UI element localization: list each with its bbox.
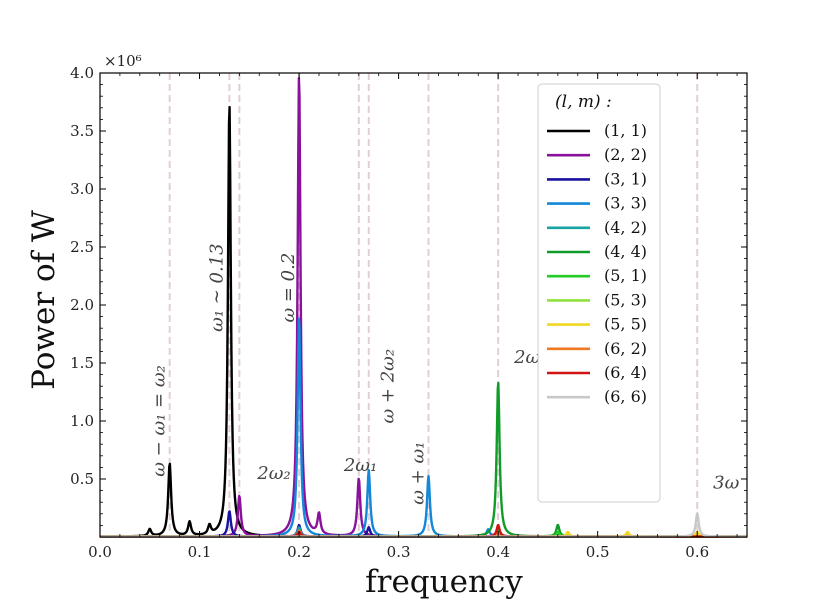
x-tick-label-5: 0.5 <box>586 543 610 561</box>
annotation-8: 3ω <box>713 472 739 493</box>
x-tick-label-4: 0.4 <box>486 543 510 561</box>
x-tick-label-1: 0.1 <box>188 543 212 561</box>
annotations: ω − ω₁ = ω₂ ω₁ ∼ 0.13 2ω₂ ω = 0.2 2ω₁ ω + 2ω₂… <box>149 243 740 504</box>
annotation-6: ω + ω₁ <box>408 442 429 505</box>
x-tick-label-2: 0.2 <box>287 543 311 561</box>
annotation-7: 2ω <box>513 347 540 368</box>
legend-label-7: (5, 3) <box>604 290 647 309</box>
legend-label-8: (5, 5) <box>604 315 647 334</box>
legend-label-1: (2, 2) <box>604 145 647 164</box>
x-tick-label-6: 0.6 <box>685 543 709 561</box>
legend-title: (l, m) : <box>555 92 612 112</box>
x-axis-label: frequency <box>365 564 523 600</box>
axis-ticks: 0.0 0.1 0.2 0.3 0.4 0.5 0.6 0.5 1.0 1.5 2.0 2.5 3.0 3… <box>70 64 747 561</box>
y-axis-label: Power of W <box>26 210 62 390</box>
y-tick-label-5: 3.0 <box>70 180 94 198</box>
series-line-2 <box>99 510 748 538</box>
legend: (l, m) : (1, 1)(2, 2)(3, 1)(3, 3)(4, 2)(… <box>537 83 661 503</box>
legend-label-4: (4, 2) <box>604 218 647 237</box>
legend-label-3: (3, 3) <box>604 194 647 213</box>
annotation-1: ω₁ ∼ 0.13 <box>206 243 227 332</box>
legend-label-10: (6, 4) <box>604 363 647 382</box>
x-tick-label-0: 0.0 <box>88 543 112 561</box>
y-tick-label-2: 1.5 <box>70 354 94 372</box>
y-tick-label-4: 2.5 <box>70 238 94 256</box>
x-tick-label-3: 0.3 <box>387 543 411 561</box>
y-tick-label-7: 4.0 <box>70 64 94 82</box>
annotation-3: ω = 0.2 <box>278 253 299 323</box>
y-exponent: ×10⁶ <box>104 52 142 70</box>
legend-label-6: (5, 1) <box>604 266 647 285</box>
y-tick-label-3: 2.0 <box>70 296 94 314</box>
legend-label-2: (3, 1) <box>604 169 647 188</box>
legend-label-5: (4, 4) <box>604 242 647 261</box>
legend-label-11: (6, 6) <box>604 387 647 406</box>
legend-label-9: (6, 2) <box>604 339 647 358</box>
y-tick-label-1: 1.0 <box>70 412 94 430</box>
annotation-5: ω + 2ω₂ <box>378 349 399 424</box>
annotation-4: 2ω₁ <box>343 455 377 476</box>
y-tick-label-0: 0.5 <box>70 470 94 488</box>
legend-items: (1, 1) (2, 2) (3, 1) (3, 3) (4, 2) (4, 4) (5, … <box>547 121 647 406</box>
y-tick-label-6: 3.5 <box>70 122 94 140</box>
legend-label-0: (1, 1) <box>604 121 647 140</box>
annotation-0: ω − ω₁ = ω₂ <box>149 365 170 477</box>
annotation-2: 2ω₂ <box>256 463 290 484</box>
